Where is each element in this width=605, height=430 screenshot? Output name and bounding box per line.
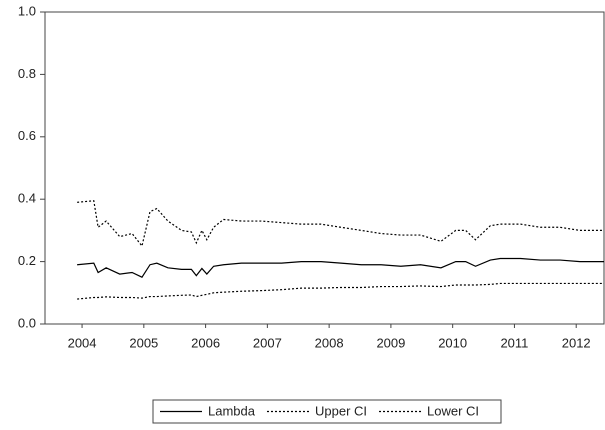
legend-box xyxy=(152,399,502,424)
x-tick-label: 2012 xyxy=(562,335,591,350)
x-tick-label: 2011 xyxy=(500,335,528,350)
y-tick-label: 0.4 xyxy=(18,191,36,206)
y-tick-label: 1.0 xyxy=(18,3,36,18)
x-tick-label: 2005 xyxy=(129,335,158,350)
y-tick-label: 0.2 xyxy=(18,253,36,268)
legend-label: Lower CI xyxy=(427,403,479,418)
legend-label: Lambda xyxy=(208,403,256,418)
y-tick-label: 0.6 xyxy=(18,128,36,143)
x-tick-label: 2007 xyxy=(253,335,282,350)
line-series xyxy=(77,200,604,248)
x-tick-label: 2010 xyxy=(438,335,467,350)
line-series xyxy=(77,282,604,300)
y-tick-label: 0.0 xyxy=(18,315,36,330)
line-series xyxy=(77,257,604,278)
x-tick-label: 2004 xyxy=(68,335,97,350)
y-tick-label: 0.8 xyxy=(18,66,36,81)
legend-label: Upper CI xyxy=(315,403,367,418)
x-tick-label: 2009 xyxy=(376,335,405,350)
plot-frame xyxy=(44,11,605,325)
x-tick-label: 2008 xyxy=(315,335,344,350)
x-tick-label: 2006 xyxy=(191,335,220,350)
